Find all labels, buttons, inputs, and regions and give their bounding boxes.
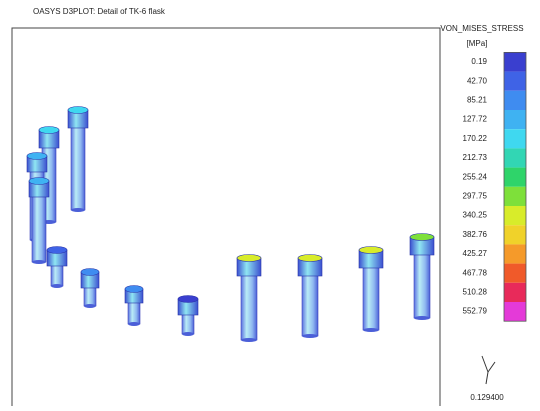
legend-swatch [504, 283, 526, 302]
legend-swatch [504, 302, 526, 321]
legend-label: 0.19 [471, 57, 487, 66]
title: OASYS D3PLOT: Detail of TK-6 flask [33, 7, 166, 16]
bolt-end [32, 260, 46, 264]
bolt-end [302, 334, 318, 338]
legend-label: 42.70 [467, 76, 488, 85]
legend-label: 340.25 [463, 211, 488, 220]
legend-label: 467.78 [463, 268, 488, 277]
bolt-cap [47, 247, 67, 254]
bolt-cap [29, 178, 49, 185]
bolt-cap [39, 127, 59, 134]
bolt-shaft [32, 195, 46, 262]
legend: 0.19 42.70 85.21 127.72 170.22 212.73 255.24 29… [463, 52, 526, 321]
legend-title: VON_MISES_STRESS [440, 24, 523, 33]
legend-swatch [504, 225, 526, 244]
legend-label: 425.27 [463, 249, 488, 258]
bolt-end [363, 328, 379, 332]
bolt-shaft [302, 274, 318, 336]
bolt-cap [237, 255, 261, 262]
legend-swatch [504, 206, 526, 225]
legend-swatch [504, 52, 526, 71]
bolt-end [84, 304, 96, 308]
legend-swatch [504, 264, 526, 283]
legend-label: 382.76 [463, 230, 488, 239]
legend-swatch [504, 148, 526, 167]
bolt-cap [27, 153, 47, 160]
model [27, 107, 434, 343]
bolt-cap [125, 286, 143, 293]
bolt-end [241, 338, 257, 342]
bolt-shaft [84, 286, 96, 306]
legend-swatch [504, 72, 526, 91]
legend-swatch [504, 91, 526, 110]
viewport: OASYS D3PLOT: Detail of TK-6 flask VON_M… [0, 0, 540, 406]
legend-unit: [MPa] [467, 39, 488, 48]
legend-label: 170.22 [463, 134, 488, 143]
bolt-cap [178, 296, 198, 303]
legend-label: 127.72 [463, 115, 488, 124]
legend-swatch [504, 187, 526, 206]
bolt-end [51, 284, 63, 288]
bolt-end [128, 322, 140, 326]
bolt-shaft [51, 264, 63, 286]
bolt-cap [81, 269, 99, 276]
bolt-shaft [414, 253, 430, 318]
bolt-shaft [363, 266, 379, 330]
legend-swatch [504, 110, 526, 129]
bolt-shaft [128, 301, 140, 324]
view-frame [12, 28, 440, 406]
legend-swatch [504, 129, 526, 148]
bolt-cap [68, 107, 88, 114]
bolt-cap [298, 255, 322, 262]
legend-label: 85.21 [467, 96, 488, 105]
bolt-shaft [241, 274, 257, 340]
page: {"header": {"title": "OASYS D3PLOT: Deta… [0, 0, 540, 406]
legend-label: 552.79 [463, 307, 488, 316]
bolt-shaft [182, 313, 194, 334]
bolt-shaft [71, 126, 85, 210]
scale-value: 0.129400 [470, 393, 504, 402]
bolt-end [71, 208, 85, 212]
bolt-end [414, 316, 430, 320]
bolt-end [182, 332, 194, 336]
legend-label: 255.24 [463, 172, 488, 181]
legend-label: 212.73 [463, 153, 488, 162]
legend-label: 510.28 [463, 288, 488, 297]
bolt-cap [359, 247, 383, 254]
legend-label: 297.75 [463, 192, 488, 201]
bolt-cap [410, 234, 434, 241]
legend-swatch [504, 244, 526, 263]
axis-triad [482, 356, 495, 384]
legend-swatch [504, 168, 526, 187]
